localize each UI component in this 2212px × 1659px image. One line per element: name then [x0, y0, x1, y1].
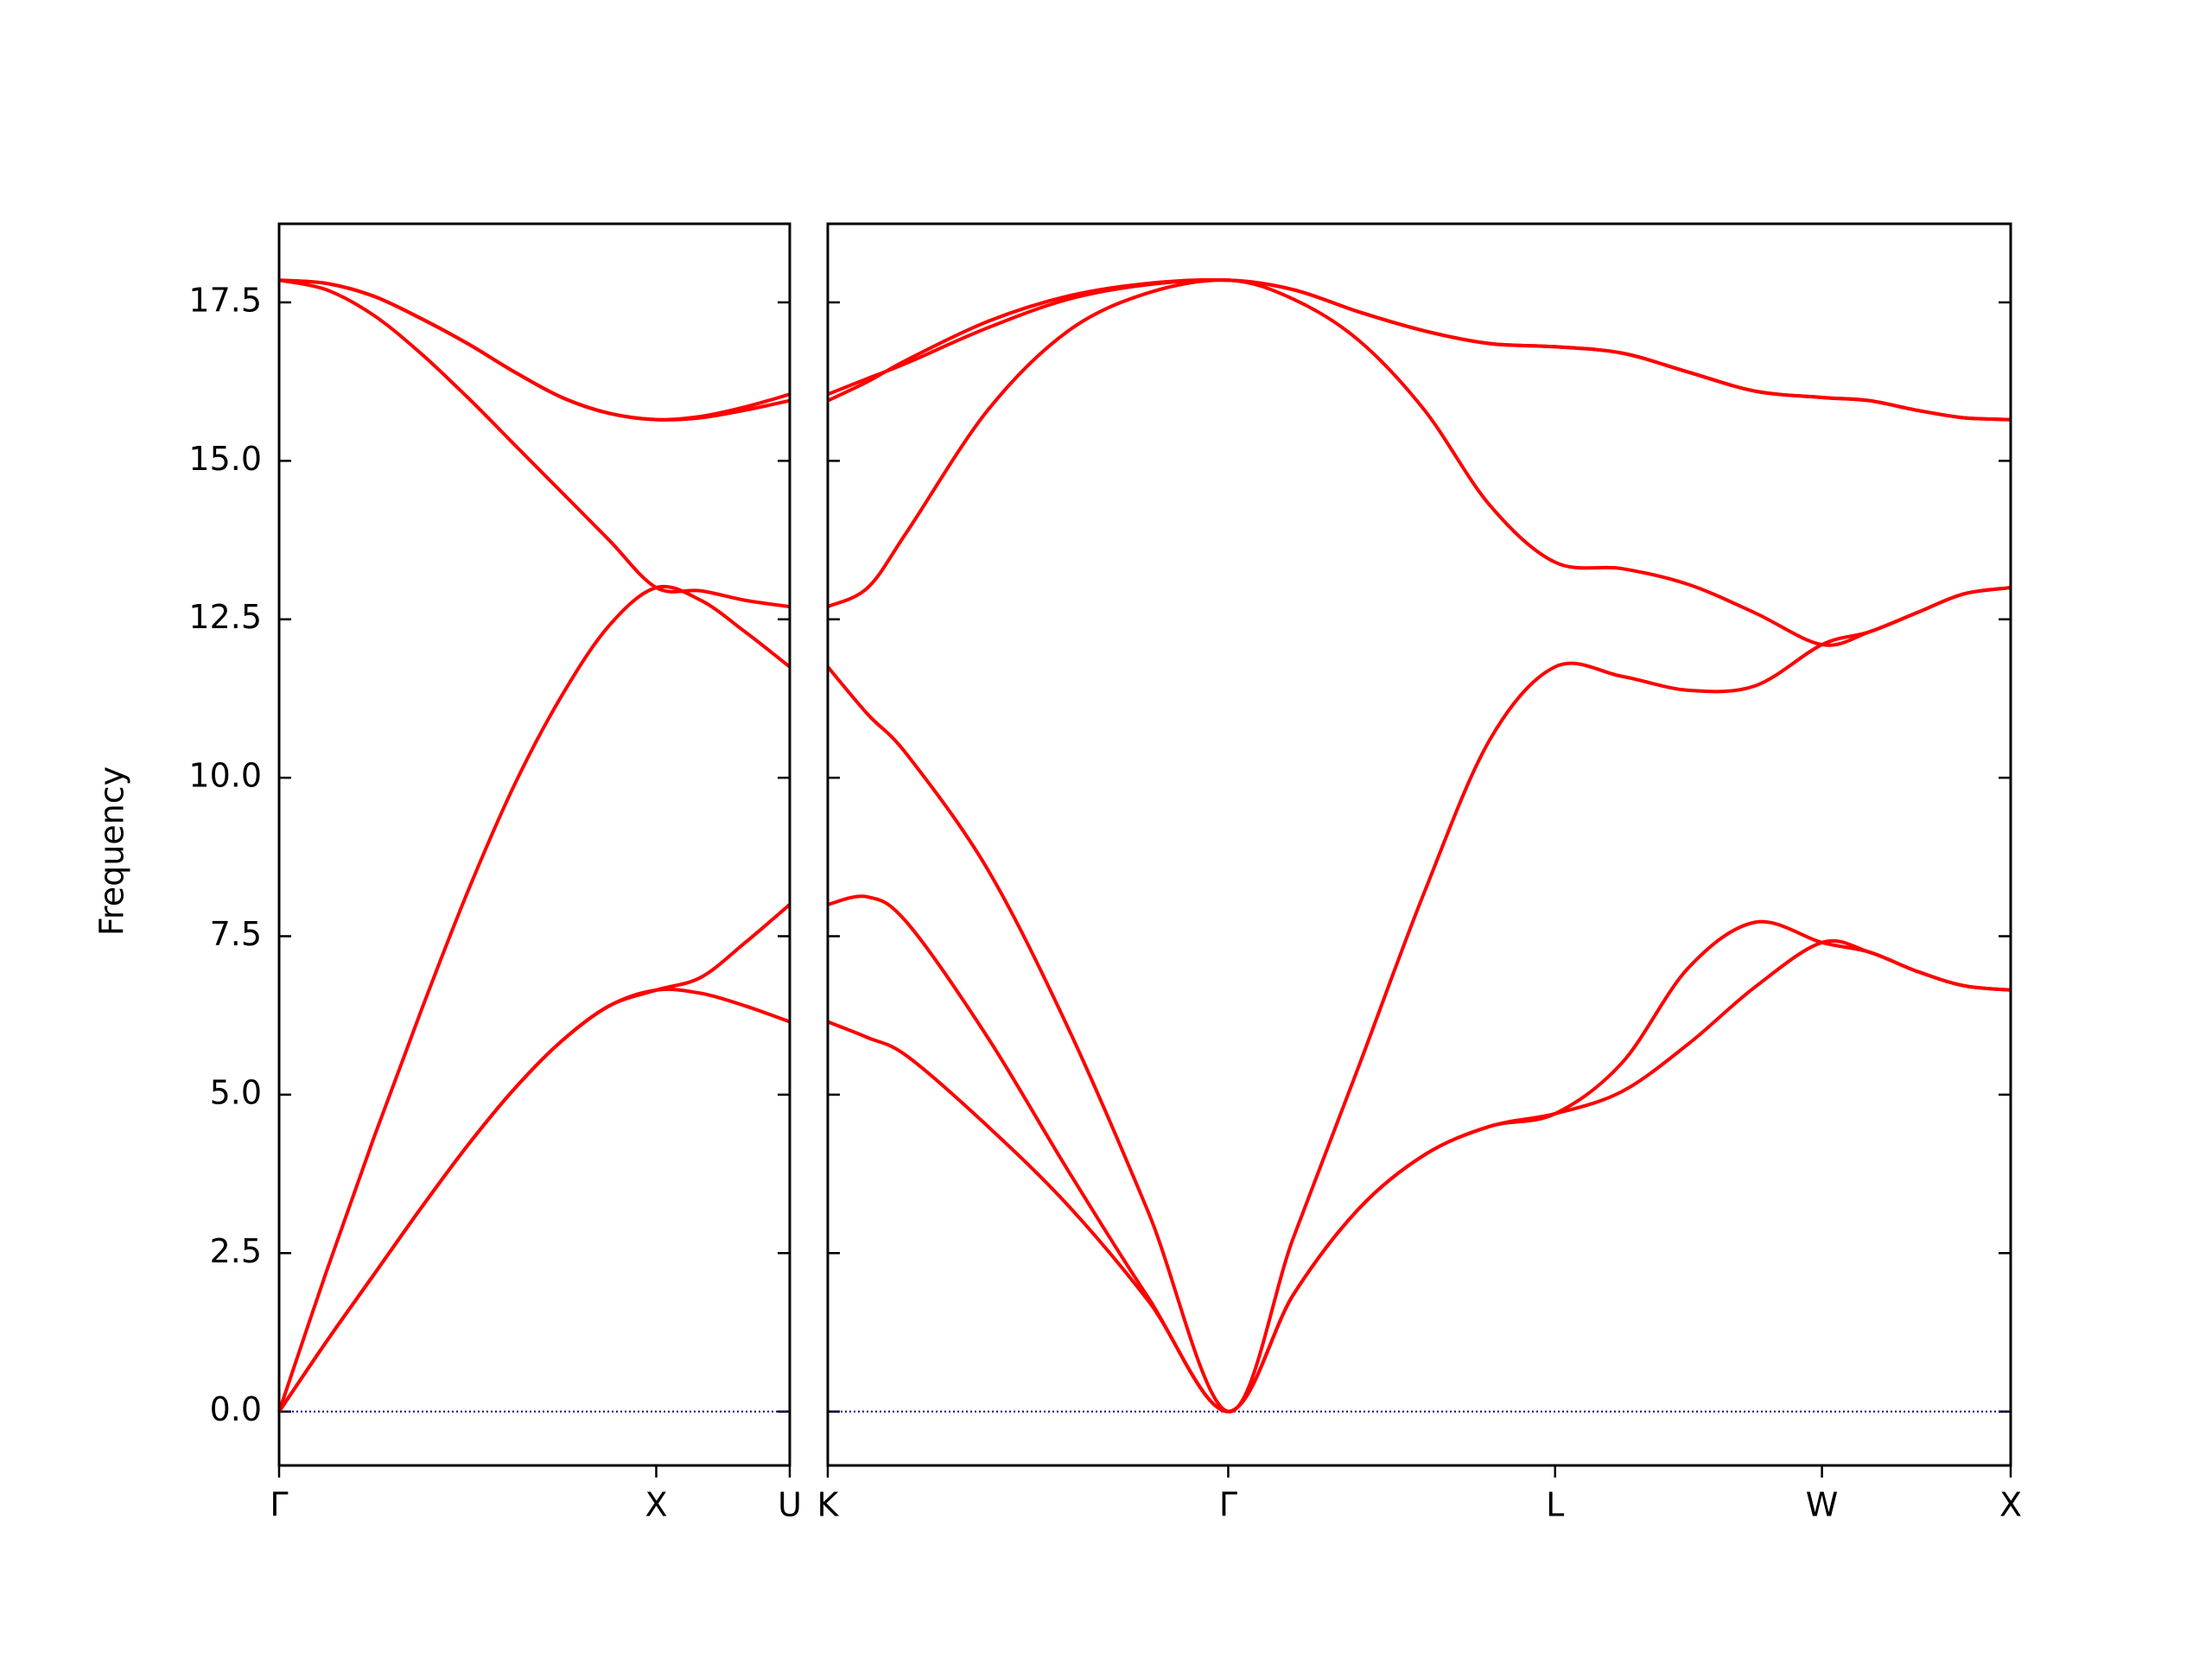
plot-frame: [277, 222, 791, 1467]
x-tick-label: Γ: [270, 1486, 288, 1524]
plot-frame: [826, 222, 2012, 1467]
y-axis-label: Frequency: [93, 766, 131, 936]
y-tick-label: 15.0: [188, 440, 262, 478]
x-tick-label: Γ: [1219, 1486, 1237, 1524]
band-line: [278, 278, 791, 422]
band-line: [277, 903, 791, 1413]
band-line: [277, 987, 791, 1413]
y-tick-label: 5.0: [210, 1073, 262, 1111]
band-line: [826, 586, 2012, 1414]
x-tick-label: K: [817, 1486, 840, 1524]
band-line: [277, 584, 791, 1413]
x-tick-label: W: [1806, 1486, 1839, 1524]
band-line: [827, 277, 2012, 422]
y-tick-label: 0.0: [210, 1390, 262, 1428]
band-line: [827, 278, 2012, 647]
band-line: [827, 894, 2012, 1414]
y-tick-label: 7.5: [210, 915, 262, 953]
y-tick-label: 2.5: [210, 1232, 262, 1270]
x-tick-label: X: [645, 1486, 667, 1524]
band-line: [827, 938, 2012, 1414]
band-line: [278, 278, 791, 422]
y-tick-label: 17.5: [188, 281, 262, 319]
band-line: [278, 278, 791, 609]
y-tick-label: 12.5: [188, 598, 262, 636]
x-tick-label: L: [1546, 1486, 1564, 1524]
x-tick-label: U: [778, 1486, 802, 1524]
y-tick-label: 10.0: [188, 757, 262, 795]
x-tick-label: X: [1999, 1486, 2022, 1524]
